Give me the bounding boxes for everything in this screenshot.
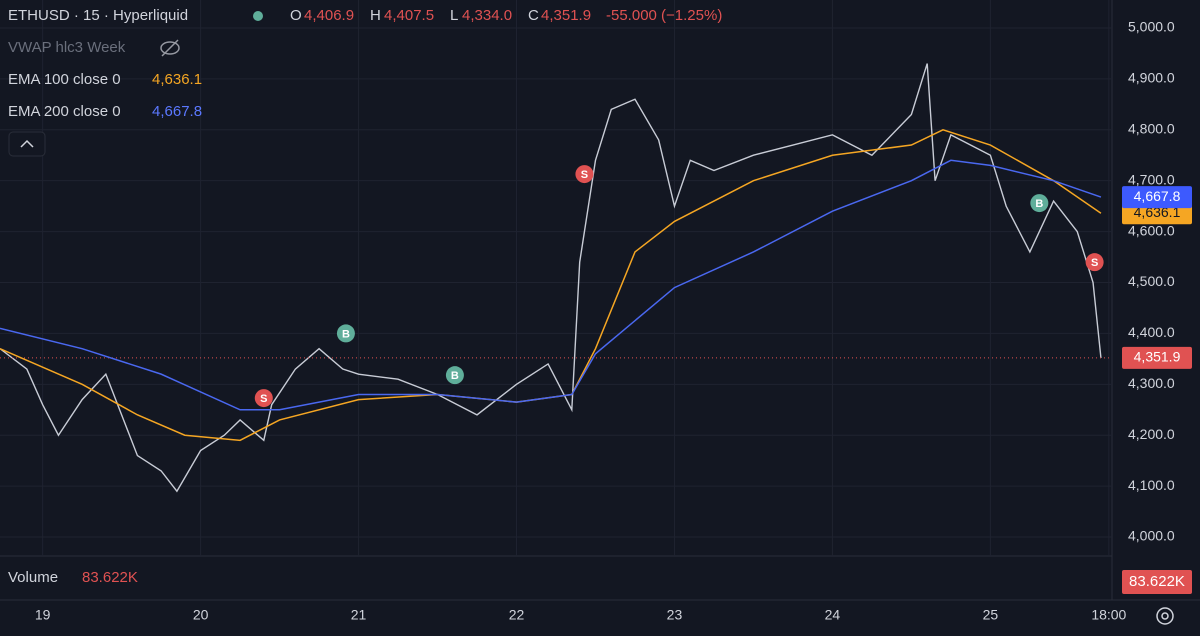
low-key: L [450,7,458,24]
y-tick-label: 4,000.0 [1128,528,1175,544]
y-tick-label: 4,700.0 [1128,171,1175,187]
open-key: O [290,7,302,24]
volume-label: Volume [8,569,58,586]
volume-tag [1122,570,1192,594]
signal-label: B [342,328,350,340]
y-tick-label: 4,500.0 [1128,273,1175,289]
close: 4,351.9 [541,7,591,24]
x-tick-label: 19 [35,607,51,623]
signal [1030,194,1049,213]
signal-label: B [1035,198,1043,210]
series-line [0,63,1102,493]
signal [254,389,273,408]
y-tick-label: 4,400.0 [1128,324,1175,340]
signal-label: S [581,169,588,181]
price-tag-label: 4,351.9 [1134,349,1181,365]
price-tag-label: 4,667.8 [1134,188,1181,204]
price-tag [1122,186,1192,209]
signal-label: S [1091,257,1098,269]
symbol: ETHUSD · 15 · Hyperliquid [8,7,188,24]
x-tick-label: 25 [983,607,999,623]
series-line [0,159,1102,411]
x-tick-label: 24 [825,607,841,623]
volume-value: 83.622K [82,569,138,586]
collapse-button[interactable] [8,131,46,157]
signal-label: B [451,370,459,382]
x-tick-label: 18:00 [1091,607,1126,623]
high-key: H [370,7,381,24]
status-dot [253,11,263,21]
signal-label: S [260,393,267,405]
y-tick-label: 4,600.0 [1128,222,1175,238]
signal [445,366,464,385]
y-tick-label: 5,000.0 [1128,19,1175,35]
x-tick-label: 21 [351,607,367,623]
price-tag [1122,346,1192,369]
low: 4,334.0 [462,7,512,24]
ema200-value: 4,667.8 [152,103,202,120]
signal [1085,253,1104,272]
y-tick-label: 4,200.0 [1128,426,1175,442]
y-tick-label: 4,300.0 [1128,375,1175,391]
open: 4,406.9 [304,7,354,24]
high: 4,407.5 [384,7,434,24]
change: -55.000 (−1.25%) [606,7,722,24]
ema100-name[interactable]: EMA 100 close 0 [8,71,121,88]
hidden-icon[interactable] [160,39,180,57]
volume-tag-label: 83.622K [1129,573,1185,590]
x-tick-label: 22 [509,607,525,623]
y-tick-label: 4,800.0 [1128,120,1175,136]
ema100-value: 4,636.1 [152,71,202,88]
close-key: C [528,7,539,24]
signal [575,165,594,184]
y-tick-label: 4,900.0 [1128,70,1175,86]
vwap[interactable]: VWAP hlc3 Week [8,39,126,56]
signal [336,324,355,343]
x-tick-label: 20 [193,607,209,623]
plot: S B B S B S [0,0,1112,556]
legend: ETHUSD · 15 · Hyperliquid O 4,406.9 H 4,… [8,7,1192,625]
y-tick-label: 4,100.0 [1128,477,1175,493]
series-line [0,128,1102,442]
x-tick-label: 23 [667,607,683,623]
ema200-name[interactable]: EMA 200 close 0 [8,103,121,120]
settings-icon[interactable] [1156,607,1174,625]
